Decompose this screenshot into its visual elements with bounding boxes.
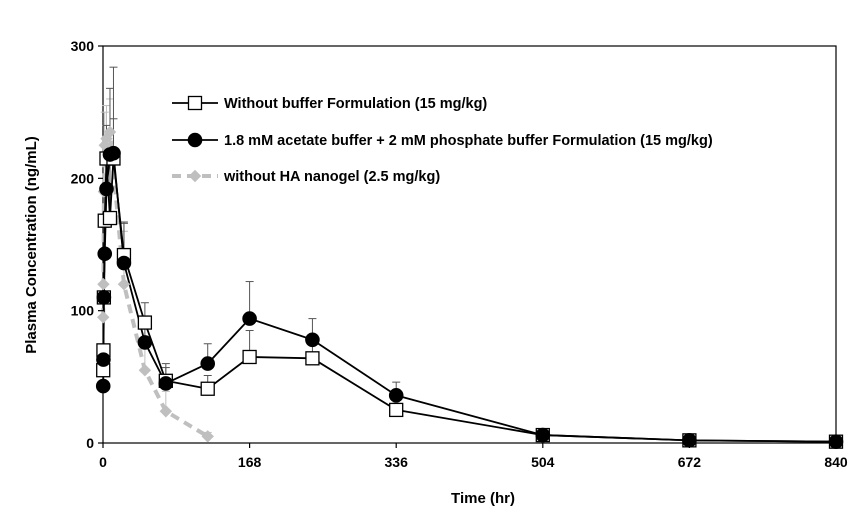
data-point bbox=[200, 381, 215, 396]
data-point bbox=[103, 125, 117, 139]
data-point bbox=[242, 311, 257, 326]
legend-marker bbox=[188, 169, 202, 183]
data-point bbox=[159, 405, 173, 418]
data-point bbox=[138, 364, 152, 377]
data-point bbox=[201, 430, 214, 443]
y-tick-label: 300 bbox=[71, 38, 95, 54]
data-point bbox=[116, 255, 132, 271]
legend-label: without HA nanogel (2.5 mg/kg) bbox=[223, 169, 440, 185]
y-tick-label: 100 bbox=[71, 303, 95, 319]
plot-frame bbox=[102, 45, 837, 444]
data-point bbox=[137, 335, 153, 350]
data-point bbox=[95, 378, 111, 394]
data-point bbox=[117, 277, 131, 291]
data-point bbox=[96, 290, 112, 305]
data-point bbox=[97, 246, 113, 262]
data-point bbox=[99, 181, 114, 197]
data-point bbox=[305, 332, 320, 348]
x-tick-label: 168 bbox=[238, 454, 262, 470]
legend-label: 1.8 mM acetate buffer + 2 mM phosphate b… bbox=[224, 133, 713, 149]
x-tick-label: 336 bbox=[385, 454, 409, 470]
legend: Without buffer Formulation (15 mg/kg) 1.8… bbox=[172, 95, 713, 185]
x-axis-title: Time (hr) bbox=[451, 490, 515, 507]
legend-label: Without buffer Formulation (15 mg/kg) bbox=[224, 96, 487, 112]
y-tick-label: 0 bbox=[86, 435, 94, 451]
data-point bbox=[389, 402, 404, 418]
data-point bbox=[97, 311, 110, 324]
x-tick-label: 504 bbox=[531, 454, 555, 470]
y-axis-title: Plasma Concentration (ng/mL) bbox=[23, 136, 40, 354]
data-point bbox=[828, 434, 844, 449]
axes: 0 100 200 300 0 168 336 504 672 840 bbox=[71, 38, 848, 470]
data-point bbox=[535, 427, 551, 443]
x-tick-label: 840 bbox=[824, 454, 848, 470]
x-tick-label: 0 bbox=[99, 454, 107, 470]
legend-marker bbox=[187, 132, 203, 148]
x-tick-label: 672 bbox=[678, 454, 702, 470]
data-point bbox=[137, 315, 153, 330]
plot-area bbox=[102, 45, 837, 444]
data-point bbox=[158, 376, 174, 391]
data-point bbox=[96, 352, 111, 367]
legend-marker bbox=[187, 95, 203, 111]
data-point bbox=[388, 388, 404, 403]
markers bbox=[95, 125, 844, 449]
data-point bbox=[97, 277, 110, 291]
data-point bbox=[242, 349, 257, 365]
y-tick-label: 200 bbox=[71, 170, 95, 186]
data-point bbox=[102, 210, 118, 226]
data-point bbox=[305, 351, 320, 366]
data-point bbox=[106, 145, 121, 161]
data-point bbox=[200, 356, 216, 371]
